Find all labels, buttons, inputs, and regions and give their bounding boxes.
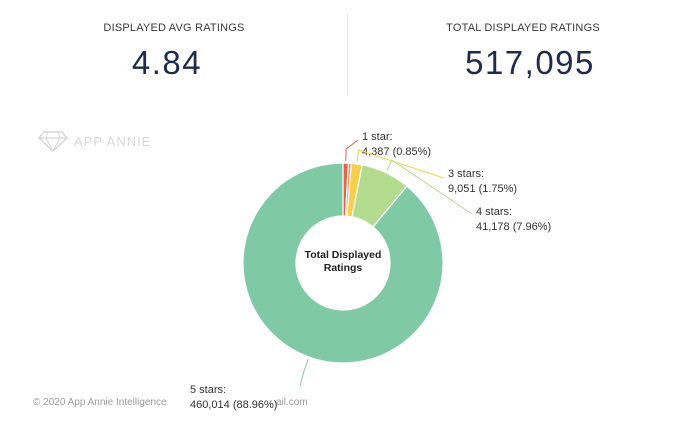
kpi-avg-ratings: DISPLAYED AVG RATINGS 4.84 bbox=[0, 0, 348, 96]
diamond-logo-icon bbox=[38, 131, 68, 152]
slice-value-3-stars: 9,051 (1.75%) bbox=[448, 183, 517, 195]
footer-email-fragment: ail.com bbox=[276, 397, 308, 408]
slice-label-3-stars: 3 stars: bbox=[448, 168, 484, 180]
slice-value-1-star: 4,387 (0.85%) bbox=[362, 146, 431, 158]
app-annie-watermark: APP ANNIE bbox=[38, 130, 151, 152]
kpi-total-label: TOTAL DISPLAYED RATINGS bbox=[446, 22, 600, 34]
leader-line-3-stars bbox=[356, 149, 445, 179]
copyright-text: © 2020 App Annie Intelligence bbox=[33, 397, 167, 408]
leader-line-5-stars bbox=[299, 358, 309, 387]
center-label-line1: Total Displayed bbox=[305, 249, 382, 261]
footer-copyright: © 2020 App Annie Intelligence ail.com bbox=[33, 397, 308, 408]
slice-labels: 1 star: 4,387 (0.85%) 3 stars: 9,051 (1.75%… bbox=[190, 131, 551, 411]
slice-value-4-stars: 41,178 (7.96%) bbox=[476, 221, 551, 233]
donut-hole bbox=[296, 216, 390, 310]
donut-svg: Total Displayed Ratings 1 star: 4,387 (0.… bbox=[190, 131, 551, 411]
slice-label-1-star: 1 star: bbox=[362, 131, 393, 143]
slice-label-4-stars: 4 stars: bbox=[476, 206, 512, 218]
center-label-line2: Ratings bbox=[324, 262, 363, 274]
leader-line-4-stars bbox=[386, 159, 473, 215]
leader-line-1-star bbox=[345, 139, 359, 162]
kpi-divider bbox=[347, 14, 348, 96]
slice-value-5-stars: 460,014 (88.96%) bbox=[190, 399, 277, 411]
kpi-avg-label: DISPLAYED AVG RATINGS bbox=[103, 22, 245, 34]
watermark-text: APP ANNIE bbox=[74, 133, 152, 149]
kpi-avg-value: 4.84 bbox=[131, 44, 203, 81]
kpi-total-value: 517,095 bbox=[465, 44, 595, 81]
slice-label-5-stars: 5 stars: bbox=[190, 384, 226, 396]
kpi-total-ratings: TOTAL DISPLAYED RATINGS 517,095 bbox=[349, 0, 697, 96]
ratings-donut-chart: Total Displayed Ratings 1 star: 4,387 (0.… bbox=[0, 96, 697, 426]
